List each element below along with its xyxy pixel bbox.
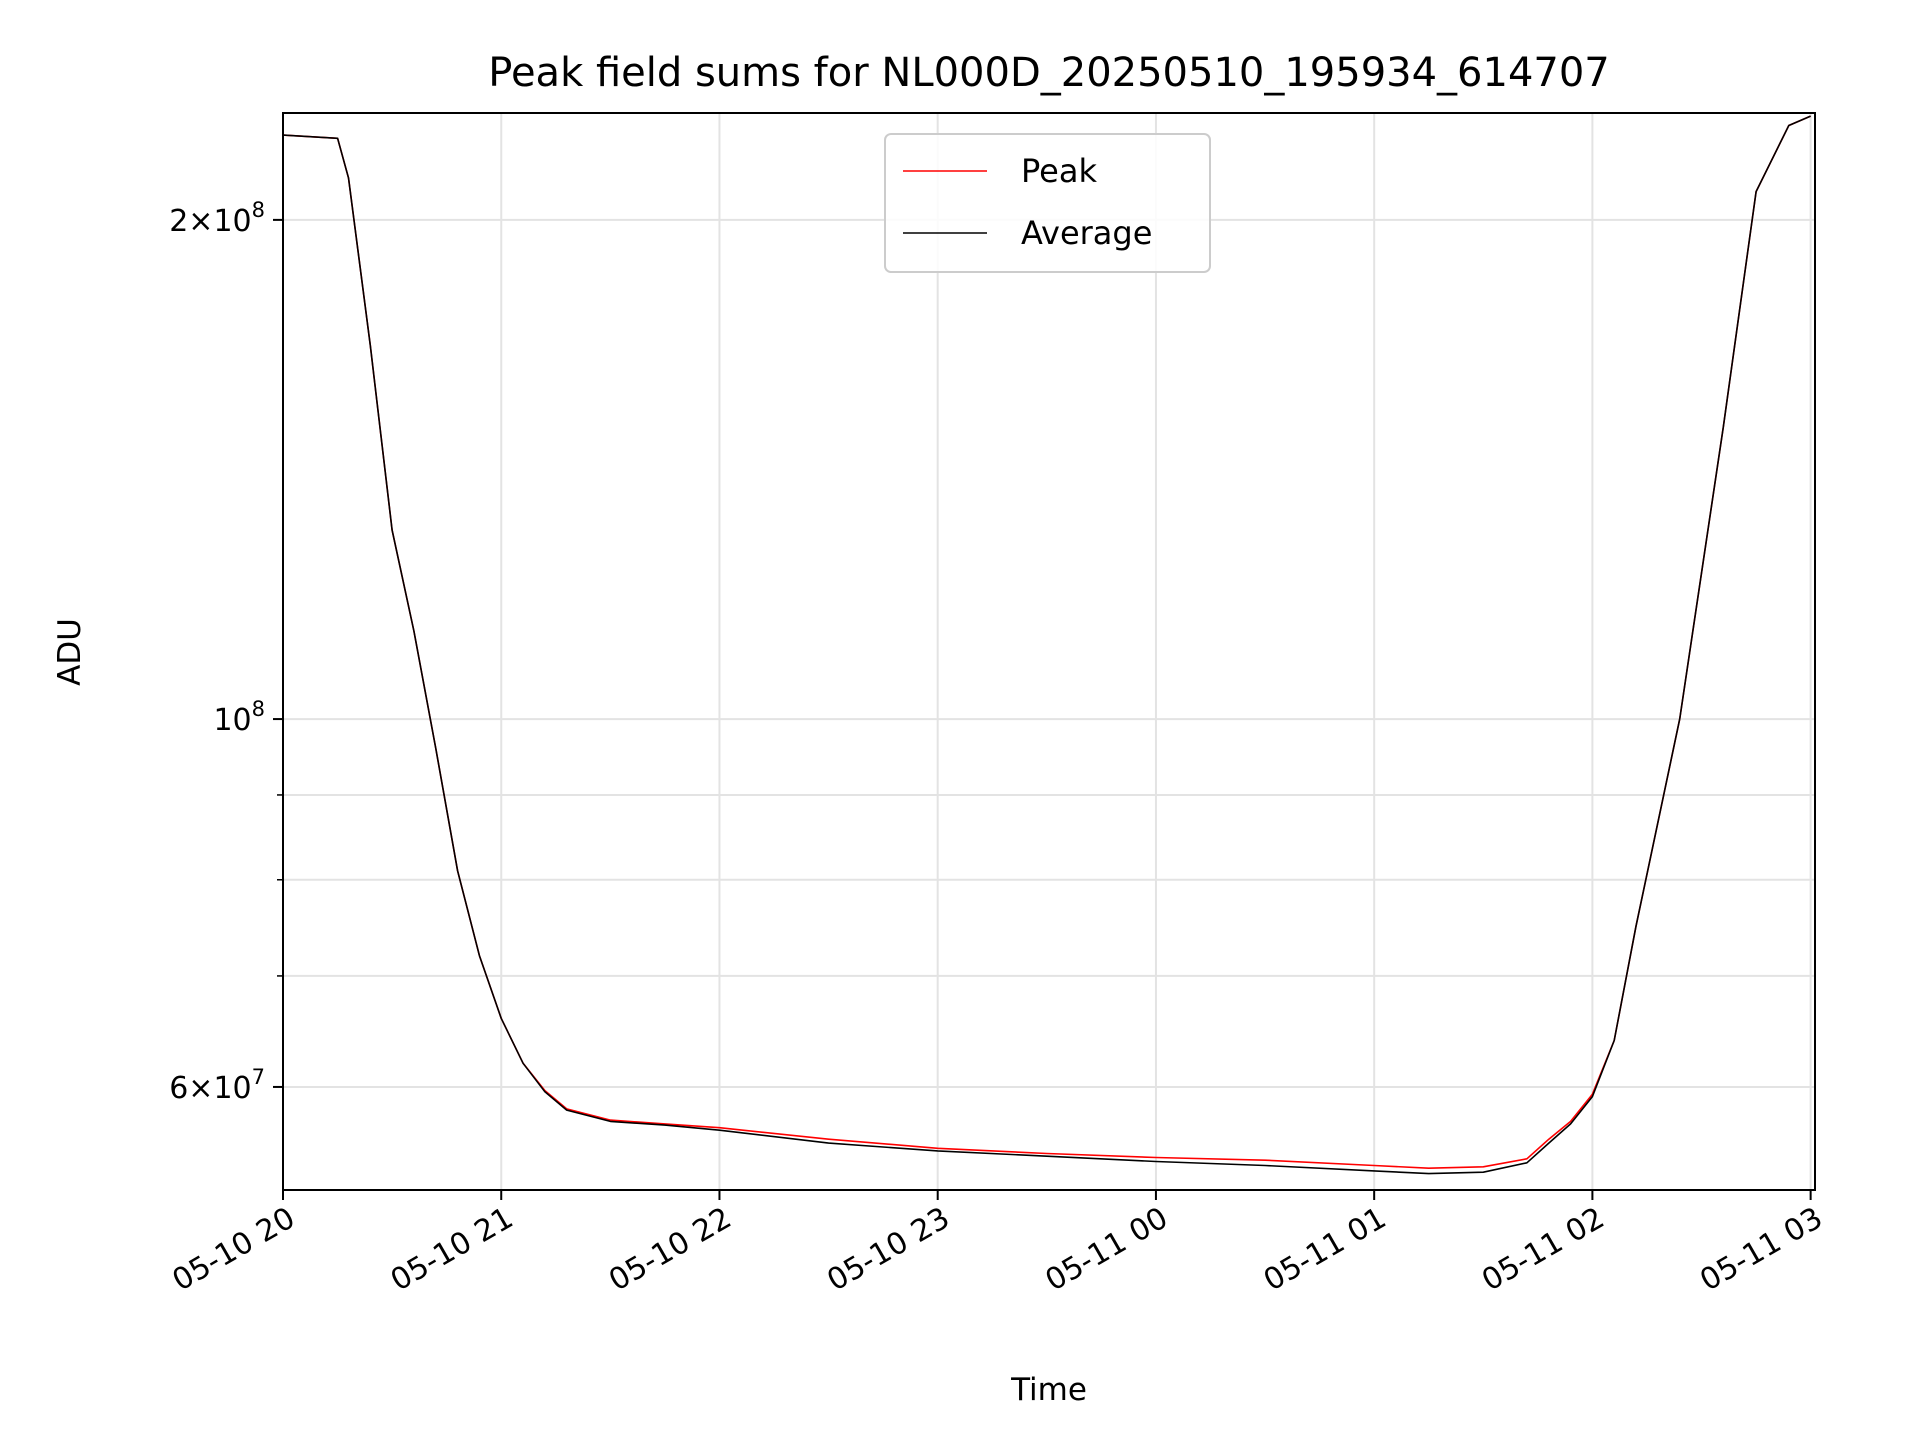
x-axis-label: Time <box>1010 1372 1087 1408</box>
y-tick-label: 6×107 <box>169 1065 265 1106</box>
legend: Peak Average <box>884 133 1211 273</box>
y-tick-label: 108 <box>213 697 265 738</box>
legend-label-peak: Peak <box>1021 152 1097 190</box>
plot-frame <box>282 112 1816 1191</box>
y-axis-label: ADU <box>52 618 88 686</box>
series-line-average <box>282 115 1811 1175</box>
y-tick-label: 2×108 <box>169 198 265 239</box>
chart-title: Peak field sums for NL000D_20250510_1959… <box>488 50 1609 96</box>
series-layer <box>282 115 1811 1175</box>
legend-label-average: Average <box>1021 214 1152 252</box>
legend-box <box>884 133 1211 273</box>
